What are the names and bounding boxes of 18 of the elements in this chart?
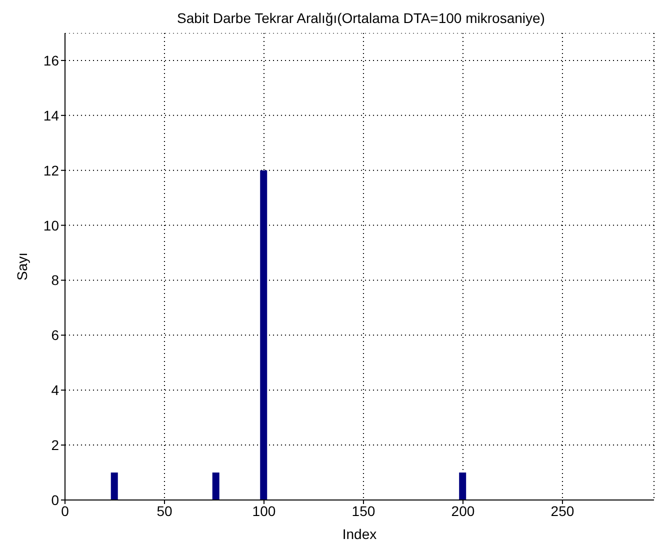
y-tick-label: 4 [51, 382, 60, 398]
y-tick-label: 14 [43, 107, 60, 124]
y-tick-label: 0 [51, 492, 60, 508]
x-tick-label: 250 [550, 502, 574, 519]
y-tick-label: 2 [51, 437, 60, 454]
y-axis-title: Sayı [14, 252, 30, 281]
y-tick-label: 16 [43, 52, 60, 68]
y-tick-label: 12 [43, 162, 60, 178]
x-tick-label: 150 [352, 502, 376, 519]
x-tick-label: 50 [156, 502, 172, 519]
y-tick-label: 10 [43, 217, 60, 234]
y-tick-label: 8 [51, 272, 60, 288]
x-tick-label: 100 [252, 502, 276, 519]
chart-title: Sabit Darbe Tekrar Aralığı(Ortalama DTA=100 mikrosaniye) [176, 9, 546, 28]
x-tick-label: 200 [451, 502, 475, 519]
x-axis-title: Index [342, 526, 377, 542]
x-tick-label: 0 [61, 502, 70, 519]
y-tick-label: 6 [51, 327, 60, 344]
